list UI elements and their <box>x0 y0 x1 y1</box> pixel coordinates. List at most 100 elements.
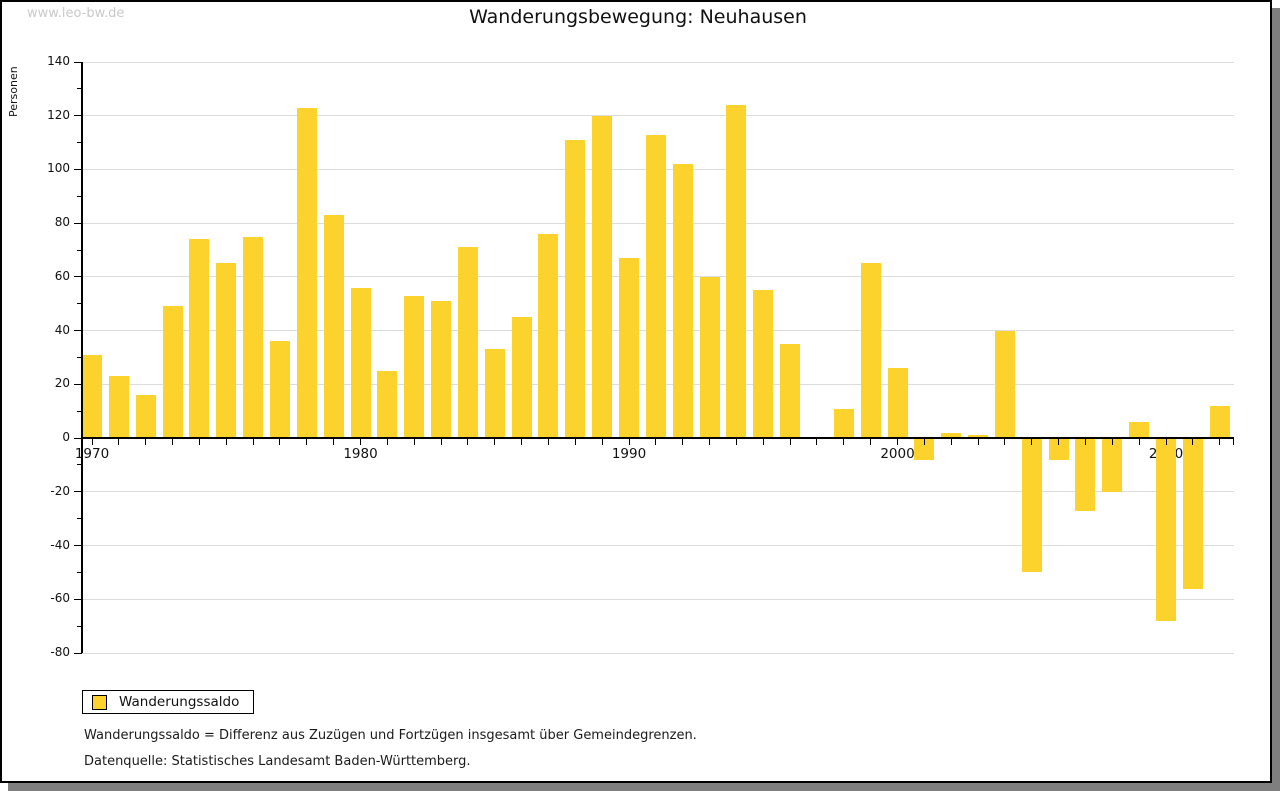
x-tick-1980 <box>360 439 361 446</box>
bar-2005 <box>1021 438 1042 573</box>
bar-1982 <box>404 295 425 439</box>
y-tick-120 <box>74 115 82 117</box>
x-tick-1974 <box>198 439 200 446</box>
x-tick-2008 <box>1111 439 1113 446</box>
bar-2007 <box>1075 438 1096 511</box>
bar-1972 <box>135 395 156 439</box>
y-tick-label-80: 80 <box>54 215 70 230</box>
bar-2001 <box>914 438 935 460</box>
bar-1981 <box>377 370 398 439</box>
gridline--20 <box>82 491 1234 493</box>
y-tick-label-0: 0 <box>62 430 70 445</box>
x-tick-1984 <box>467 439 469 446</box>
y-tick-70 <box>77 249 82 251</box>
bar-1999 <box>860 263 881 439</box>
y-tick-label--60: -60 <box>50 591 70 606</box>
y-tick--80 <box>74 652 82 654</box>
bar-1980 <box>350 287 371 439</box>
x-tick-2011 <box>1192 439 1194 446</box>
y-tick--70 <box>77 625 82 627</box>
x-tick-1977 <box>279 439 281 446</box>
gridline-140 <box>82 61 1234 63</box>
x-tick-1978 <box>306 439 308 446</box>
x-tick-2007 <box>1084 439 1086 446</box>
x-tick-1990 <box>628 439 630 446</box>
y-axis-title: Personen <box>7 66 20 117</box>
x-tick-1972 <box>145 439 147 446</box>
y-tick-80 <box>74 222 82 224</box>
x-tick-2005 <box>1031 439 1033 446</box>
footnote-source: Datenquelle: Statistisches Landesamt Bad… <box>84 754 471 769</box>
y-tick-140 <box>74 61 82 63</box>
bar-1998 <box>833 408 854 439</box>
bar-1990 <box>619 258 639 439</box>
x-tick-2004 <box>1004 439 1006 446</box>
bar-1975 <box>216 263 237 439</box>
y-tick-60 <box>74 276 82 278</box>
bar-1970 <box>82 354 102 439</box>
drop-shadow-bottom <box>8 783 1280 791</box>
x-tick-2000 <box>897 439 898 446</box>
x-tick-1996 <box>789 439 791 446</box>
y-tick-label-40: 40 <box>54 322 70 337</box>
x-tick-1976 <box>252 439 254 446</box>
gridline-120 <box>82 115 1234 117</box>
bar-2008 <box>1102 438 1123 492</box>
x-tick-1970 <box>91 439 93 446</box>
legend: Wanderungssaldo <box>82 690 255 714</box>
bar-1995 <box>753 290 774 439</box>
bar-1983 <box>431 301 452 439</box>
y-tick--30 <box>77 518 82 520</box>
bar-1992 <box>672 164 693 439</box>
bar-2000 <box>887 368 908 439</box>
y-tick--40 <box>74 545 82 547</box>
bar-1973 <box>162 306 183 439</box>
y-tick-20 <box>74 383 82 385</box>
x-tick-label-1990: 1990 <box>611 446 647 463</box>
bar-1978 <box>296 107 317 439</box>
bar-1974 <box>189 239 210 439</box>
x-tick-label-2000: 2000 <box>880 446 915 463</box>
x-tick-1975 <box>225 439 227 446</box>
gridline--80 <box>82 652 1234 654</box>
x-tick-1994 <box>735 439 737 446</box>
y-axis-line <box>81 62 83 653</box>
x-tick-1999 <box>870 439 872 446</box>
x-tick-1992 <box>682 439 684 446</box>
x-tick-label-1980: 1980 <box>343 446 378 463</box>
y-tick--50 <box>77 571 82 573</box>
x-tick-1971 <box>118 439 120 446</box>
footnote-definition: Wanderungssaldo = Differenz aus Zuzügen … <box>84 728 697 743</box>
drop-shadow-right <box>1272 8 1280 791</box>
y-tick-110 <box>77 142 82 144</box>
plot-area: -80 -60 -40 -20 0 20 40 60 80 100 120 140 1970 1980 19… <box>47 54 1234 659</box>
bar-1987 <box>538 233 559 439</box>
bar-1984 <box>457 247 478 439</box>
bar-1985 <box>484 349 505 439</box>
y-tick-label--80: -80 <box>50 645 70 659</box>
x-axis-line <box>82 437 1234 440</box>
x-tick-right-edge <box>1233 439 1234 446</box>
x-tick-1988 <box>574 439 576 446</box>
x-tick-1986 <box>521 439 523 446</box>
bar-2010 <box>1156 438 1176 621</box>
x-tick-1989 <box>601 439 603 446</box>
bar-1991 <box>645 134 666 439</box>
bar-2002 <box>941 432 962 439</box>
x-tick-1997 <box>816 439 818 446</box>
y-tick-label-100: 100 <box>47 161 70 176</box>
x-tick-label-1970: 1970 <box>74 446 110 463</box>
y-tick-label-20: 20 <box>54 376 70 391</box>
x-tick-2003 <box>977 439 979 446</box>
y-tick-label--20: -20 <box>50 483 70 498</box>
y-tick-label-140: 140 <box>47 54 70 68</box>
y-tick-90 <box>77 195 82 197</box>
y-tick-0 <box>74 437 82 439</box>
watermark: www.leo-bw.de <box>27 6 125 21</box>
bar-1986 <box>511 317 532 439</box>
bar-1994 <box>726 104 747 439</box>
x-tick-1987 <box>547 439 549 446</box>
bar-1989 <box>592 115 613 439</box>
gridline--60 <box>82 598 1234 600</box>
